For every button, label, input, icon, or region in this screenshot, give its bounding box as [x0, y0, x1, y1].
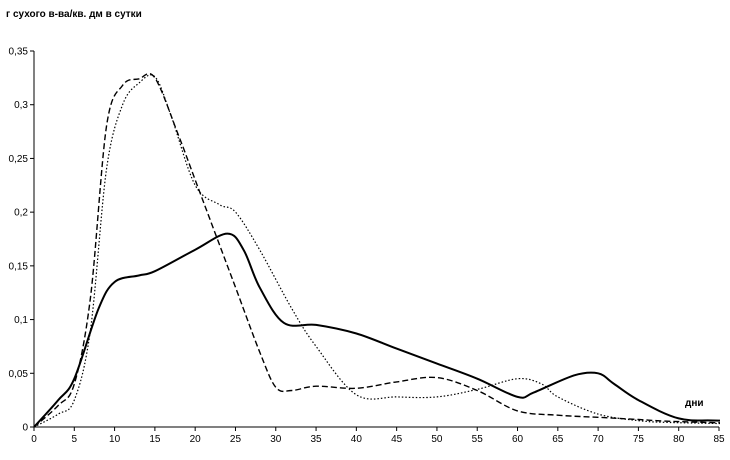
y-tick-label: 0	[22, 423, 28, 434]
x-tick-label: 50	[431, 434, 443, 445]
y-tick-label: 0,2	[14, 208, 28, 219]
x-tick-label: 20	[190, 434, 202, 445]
y-tick-label: 0,35	[9, 47, 29, 58]
y-tick-label: 0,1	[14, 315, 28, 326]
series-line-dashed	[34, 72, 720, 428]
y-tick-label: 0,3	[14, 100, 28, 111]
y-axis-label: г сухого в-ва/кв. дм в сутки	[6, 9, 142, 20]
x-tick-label: 35	[310, 434, 322, 445]
series-line-dotted	[34, 74, 720, 428]
x-tick-label: 65	[552, 434, 564, 445]
x-tick-label: 40	[351, 434, 363, 445]
x-tick-label: 0	[31, 434, 37, 445]
x-tick-label: 70	[593, 434, 605, 445]
x-tick-label: 55	[472, 434, 484, 445]
y-tick-label: 0,05	[9, 369, 29, 380]
y-tick-label: 0,15	[9, 261, 29, 272]
x-tick-label: 15	[149, 434, 161, 445]
series-line-solid	[34, 232, 720, 428]
x-tick-label: 10	[109, 434, 121, 445]
x-tick-label: 75	[633, 434, 645, 445]
x-tick-label: 45	[391, 434, 403, 445]
y-tick-label: 0,25	[9, 154, 29, 165]
x-tick-label: 60	[512, 434, 524, 445]
x-tick-label: 85	[713, 434, 725, 445]
x-tick-label: 30	[270, 434, 282, 445]
x-tick-label: 25	[230, 434, 242, 445]
x-axis-label: дни	[685, 398, 704, 409]
x-tick-label: 5	[72, 434, 78, 445]
x-tick-label: 80	[673, 434, 685, 445]
